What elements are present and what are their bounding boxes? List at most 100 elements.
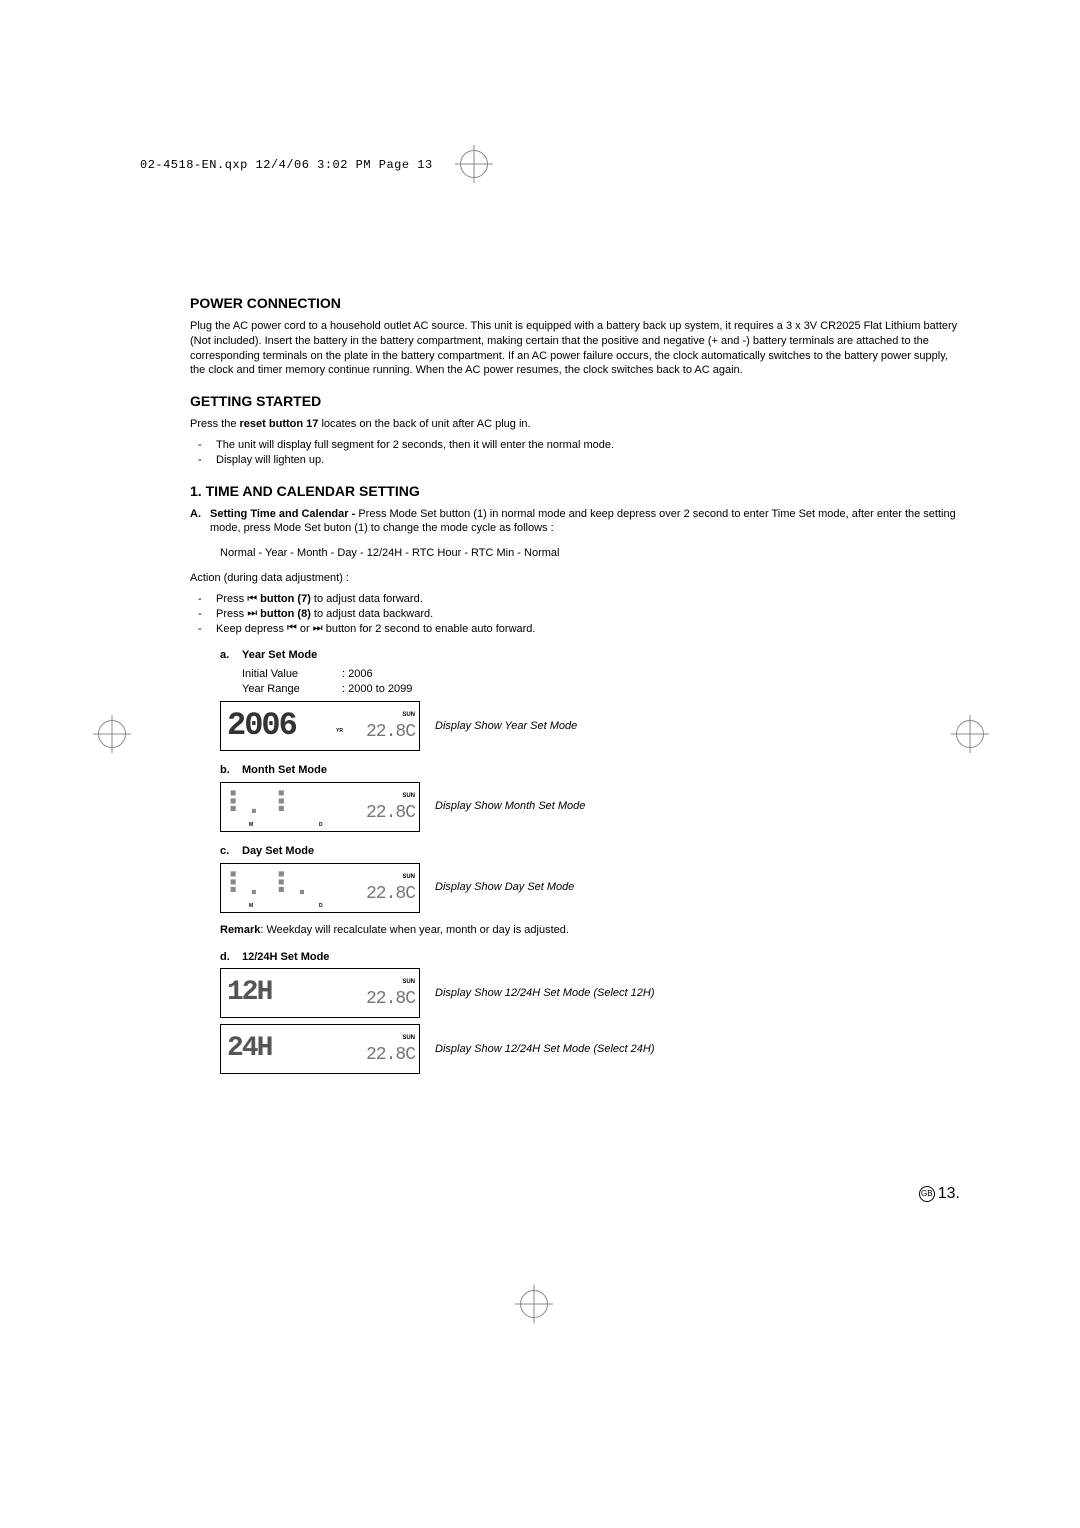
forward-icon: ⏭ — [247, 608, 257, 619]
lcd-panel: ⠇. ⠇. M D SUN 22.8C — [220, 863, 420, 913]
mode-heading-c: c. Day Set Mode — [220, 844, 960, 859]
page-number: GB13. — [919, 1183, 960, 1205]
lcd-display-24h: 24H SUN 22.8C Display Show 12/24H Set Mo… — [220, 1024, 960, 1074]
registration-mark-right — [956, 720, 984, 748]
text: Keep depress ⏮ or ⏭ button for 2 second … — [216, 622, 960, 637]
lcd-display-day: ⠇. ⠇. M D SUN 22.8C Display Show Day Set… — [220, 863, 960, 913]
kv-val: : 2000 to 2099 — [342, 682, 412, 697]
text-bold: Setting Time and Calendar - — [210, 508, 355, 520]
kv-key: Initial Value — [242, 667, 342, 682]
lcd-panel: 12H SUN 22.8C — [220, 968, 420, 1018]
mode-title: Year Set Mode — [242, 648, 317, 663]
kv-row: Initial Value : 2006 — [242, 667, 960, 682]
lcd-right-block: SUN 22.8C — [357, 1034, 415, 1064]
lcd-display-month: ⠇. ⠇ M D SUN 22.8C Display Show Month Se… — [220, 782, 960, 832]
heading-getting-started: GETTING STARTED — [190, 392, 960, 411]
text: Press — [216, 608, 247, 620]
text: Keep depress — [216, 623, 287, 635]
lcd-yr-label: YR — [336, 728, 343, 735]
lcd-caption: Display Show 12/24H Set Mode (Select 12H… — [435, 986, 655, 1001]
kv-key: Year Range — [242, 682, 342, 697]
lcd-d-label: D — [319, 822, 323, 829]
lcd-main-digits: ⠇. ⠇ — [225, 793, 357, 821]
kv-val: : 2006 — [342, 667, 373, 682]
rewind-icon: ⏮ — [247, 594, 257, 605]
lcd-panel: 2006 YR SUN 22.8C — [220, 701, 420, 751]
text: Press ⏮ button (7) to adjust data forwar… — [216, 592, 960, 607]
lcd-d-label: D — [319, 903, 323, 910]
mode-letter: c. — [220, 844, 242, 859]
lcd-caption: Display Show Year Set Mode — [435, 719, 577, 734]
dash: - — [198, 592, 216, 607]
page-content: POWER CONNECTION Plug the AC power cord … — [190, 280, 960, 1074]
lcd-right-block: SUN 22.8C — [357, 711, 415, 741]
remark: Remark: Weekday will recalculate when ye… — [220, 923, 960, 938]
power-connection-body: Plug the AC power cord to a household ou… — [190, 319, 960, 378]
forward-icon: ⏭ — [313, 623, 323, 634]
text: button for 2 second to enable auto forwa… — [323, 623, 536, 635]
lcd-sun-label: SUN — [402, 873, 415, 881]
lcd-caption: Display Show Day Set Mode — [435, 880, 574, 895]
gb-badge: GB — [919, 1186, 935, 1202]
lcd-panel: 24H SUN 22.8C — [220, 1024, 420, 1074]
lcd-temperature: 22.8C — [366, 723, 415, 741]
text: : Weekday will recalculate when year, mo… — [260, 924, 569, 936]
dash: - — [198, 438, 216, 453]
mode-letter: b. — [220, 763, 242, 778]
reset-button-ref: reset button 17 — [240, 418, 319, 430]
mode-heading-a: a. Year Set Mode — [220, 648, 960, 663]
lcd-display-12h: 12H SUN 22.8C Display Show 12/24H Set Mo… — [220, 968, 960, 1018]
lcd-right-block: SUN 22.8C — [357, 792, 415, 822]
text: locates on the back of unit after AC plu… — [318, 418, 530, 430]
action-intro: Action (during data adjustment) : — [190, 571, 960, 586]
lcd-right-block: SUN 22.8C — [357, 978, 415, 1008]
text-bold: button (8) — [257, 608, 311, 620]
lcd-sun-label: SUN — [402, 792, 415, 800]
action-bullets: - Press ⏮ button (7) to adjust data forw… — [198, 592, 960, 637]
lcd-temperature: 22.8C — [366, 804, 415, 822]
registration-mark-bottom — [520, 1290, 548, 1318]
mode-heading-b: b. Month Set Mode — [220, 763, 960, 778]
text: Display will lighten up. — [216, 453, 960, 468]
lcd-temperature: 22.8C — [366, 990, 415, 1008]
mode-letter: a. — [220, 648, 242, 663]
text: Press the — [190, 418, 240, 430]
text: to adjust data backward. — [311, 608, 433, 620]
dash: - — [198, 453, 216, 468]
kv-row: Year Range : 2000 to 2099 — [242, 682, 960, 697]
dash: - — [198, 607, 216, 622]
text-bold: Remark — [220, 924, 260, 936]
heading-time-calendar: 1. TIME AND CALENDAR SETTING — [190, 482, 960, 501]
heading-power-connection: POWER CONNECTION — [190, 294, 960, 313]
list-item: - Display will lighten up. — [198, 453, 960, 468]
lcd-main-digits: 2006 — [225, 710, 357, 742]
text: Press ⏭ button (8) to adjust data backwa… — [216, 607, 960, 622]
text-bold: button (7) — [257, 593, 311, 605]
lcd-caption: Display Show Month Set Mode — [435, 799, 585, 814]
text: Press — [216, 593, 247, 605]
lcd-display-year: 2006 YR SUN 22.8C Display Show Year Set … — [220, 701, 960, 751]
mode-title: Month Set Mode — [242, 763, 327, 778]
rewind-icon: ⏮ — [287, 623, 297, 634]
lcd-m-label: M — [249, 822, 253, 829]
mode-heading-d: d. 12/24H Set Mode — [220, 950, 960, 965]
text: The unit will display full segment for 2… — [216, 438, 960, 453]
mode-cycle: Normal - Year - Month - Day - 12/24H - R… — [220, 546, 960, 561]
mode-title: 12/24H Set Mode — [242, 950, 329, 965]
lcd-temperature: 22.8C — [366, 1046, 415, 1064]
getting-started-bullets: - The unit will display full segment for… — [198, 438, 960, 468]
lcd-caption: Display Show 12/24H Set Mode (Select 24H… — [435, 1042, 655, 1057]
list-item: - Keep depress ⏮ or ⏭ button for 2 secon… — [198, 622, 960, 637]
lcd-main-digits: 24H — [225, 1035, 357, 1063]
getting-started-intro: Press the reset button 17 locates on the… — [190, 417, 960, 432]
lcd-sun-label: SUN — [402, 1034, 415, 1042]
lcd-main-digits: 12H — [225, 979, 357, 1007]
lcd-sun-label: SUN — [402, 978, 415, 986]
list-item: - Press ⏮ button (7) to adjust data forw… — [198, 592, 960, 607]
mode-letter: d. — [220, 950, 242, 965]
page-num: 13. — [938, 1185, 960, 1202]
lcd-temperature: 22.8C — [366, 885, 415, 903]
mode-title: Day Set Mode — [242, 844, 314, 859]
text: to adjust data forward. — [311, 593, 423, 605]
setting-time-calendar: A. Setting Time and Calendar - Press Mod… — [190, 507, 960, 537]
